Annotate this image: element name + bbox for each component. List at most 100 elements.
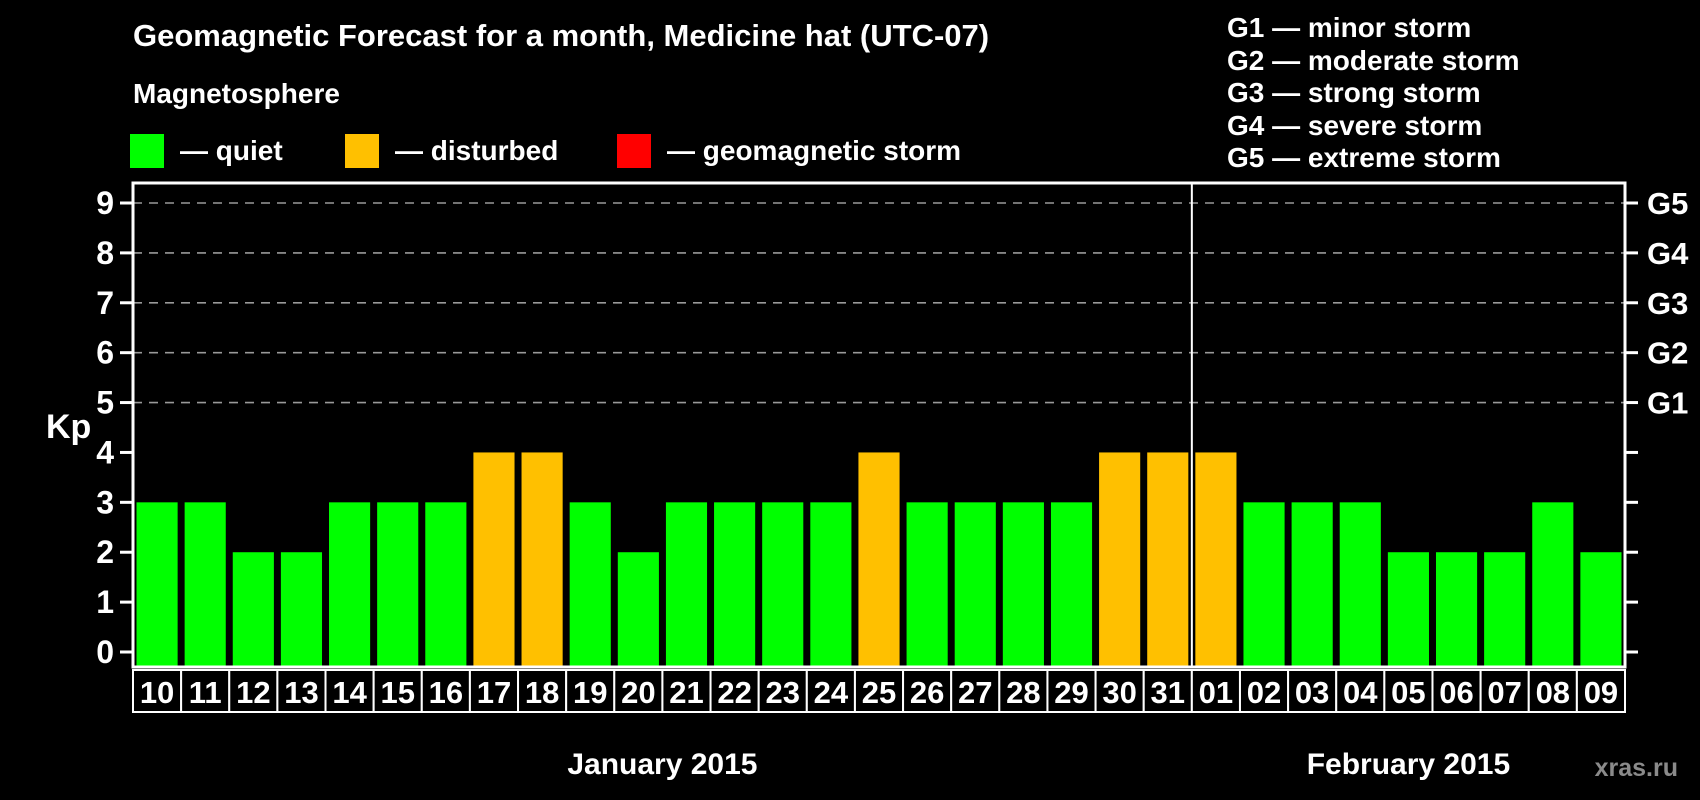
y-axis-tick-label-6: 6 — [96, 335, 114, 371]
day-cell — [1383, 669, 1434, 713]
kp-bar-day-12 — [232, 552, 274, 666]
kp-bar-day-23 — [762, 502, 804, 666]
kp-bar-day-27 — [954, 502, 996, 666]
day-cell — [757, 669, 808, 713]
storm-scale-line-g1: G1 — minor storm — [1227, 12, 1472, 43]
day-label-24: 24 — [814, 675, 849, 710]
y-axis-tick-label-9: 9 — [96, 185, 114, 221]
kp-bar-day-03 — [1291, 502, 1333, 666]
day-label-21: 21 — [669, 675, 703, 710]
day-label-25: 25 — [862, 675, 896, 710]
y-axis-tick-label-3: 3 — [96, 484, 114, 520]
day-label-26: 26 — [910, 675, 944, 710]
y-axis-tick-label-0: 0 — [96, 634, 114, 670]
right-axis-label-g1: G1 — [1647, 386, 1688, 421]
storm-swatch-icon — [617, 134, 651, 168]
day-label-04: 04 — [1343, 675, 1378, 710]
kp-bar-day-05 — [1387, 552, 1429, 666]
legend-item-storm: — geomagnetic storm — [617, 134, 961, 168]
day-label-15: 15 — [380, 675, 414, 710]
day-label-19: 19 — [573, 675, 607, 710]
kp-bar-day-06 — [1435, 552, 1478, 666]
kp-bar-day-04 — [1339, 502, 1381, 666]
day-label-06: 06 — [1439, 675, 1473, 710]
right-axis-label-g5: G5 — [1647, 186, 1688, 221]
day-cell — [228, 669, 279, 713]
storm-scale-legend: G1 — minor storm G2 — moderate storm G3 — … — [1227, 12, 1520, 175]
y-axis-tick-label-5: 5 — [96, 385, 114, 421]
day-cell — [1238, 669, 1290, 713]
kp-bar-day-18 — [521, 452, 563, 666]
day-label-23: 23 — [765, 675, 799, 710]
magnetosphere-legend-title: Magnetosphere — [133, 78, 340, 109]
quiet-swatch-icon — [130, 134, 164, 168]
day-label-08: 08 — [1536, 675, 1570, 710]
disturbed-swatch-icon — [345, 134, 379, 168]
watermark: xras.ru — [1594, 754, 1678, 782]
day-label-22: 22 — [717, 675, 751, 710]
legend-item-quiet: — quiet — [130, 134, 283, 168]
day-cell — [132, 669, 183, 713]
y-axis-tick-label-4: 4 — [96, 434, 114, 470]
storm-scale-line-g4: G4 — severe storm — [1227, 109, 1483, 141]
right-axis-label-g2: G2 — [1647, 336, 1688, 371]
legend-label-quiet: — quiet — [180, 135, 283, 166]
kp-bar-day-25 — [858, 452, 900, 666]
day-cell — [1190, 669, 1241, 713]
day-label-20: 20 — [621, 675, 655, 710]
kp-bar-day-13 — [280, 552, 323, 666]
month-label-january: January 2015 — [567, 748, 757, 781]
day-cell — [661, 669, 712, 713]
kp-bar-day-29 — [1050, 502, 1093, 666]
day-label-11: 11 — [189, 675, 222, 710]
day-cell — [420, 669, 471, 713]
day-cell — [902, 669, 953, 713]
kp-bar-day-31 — [1147, 452, 1189, 666]
legend-label-storm: — geomagnetic storm — [667, 135, 962, 166]
day-cell — [1575, 669, 1627, 713]
kp-bar-day-26 — [906, 502, 948, 666]
day-label-09: 09 — [1584, 675, 1618, 710]
kp-bar-day-02 — [1243, 502, 1285, 666]
legend-label-disturbed: — disturbed — [395, 135, 559, 166]
day-cell — [998, 669, 1049, 713]
day-label-01: 01 — [1199, 675, 1233, 710]
day-cell — [613, 669, 664, 713]
day-cell — [805, 669, 856, 713]
kp-bar-day-22 — [714, 502, 756, 666]
day-cell — [950, 669, 1001, 713]
day-label-13: 13 — [284, 675, 318, 710]
kp-bar-day-20 — [617, 552, 659, 666]
kp-bar-day-10 — [136, 502, 178, 666]
plot-border — [131, 181, 1627, 669]
day-label-12: 12 — [236, 675, 270, 710]
y-axis-tick-label-2: 2 — [96, 534, 114, 570]
day-label-18: 18 — [525, 675, 559, 710]
kp-bar-day-11 — [184, 502, 226, 666]
kp-bar-day-15 — [377, 502, 419, 666]
day-label-07: 07 — [1487, 675, 1521, 710]
day-cell — [276, 669, 327, 713]
legend-item-disturbed: — disturbed — [345, 134, 558, 168]
day-label-31: 31 — [1151, 675, 1185, 710]
day-cell — [468, 669, 520, 713]
day-label-10: 10 — [140, 675, 174, 710]
day-label-17: 17 — [477, 675, 511, 710]
kp-bar-day-19 — [569, 502, 611, 666]
day-label-02: 02 — [1247, 675, 1281, 710]
kp-bar-day-17 — [473, 452, 515, 666]
kp-bar-day-16 — [425, 502, 467, 666]
y-axis-tick-label-7: 7 — [96, 285, 114, 321]
y-axis-title: Kp — [46, 408, 91, 446]
y-axis-tick-label-1: 1 — [96, 584, 114, 620]
storm-scale-line-g2: G2 — moderate storm — [1227, 44, 1520, 76]
day-cell — [1527, 669, 1578, 713]
day-cell — [180, 669, 231, 713]
day-label-29: 29 — [1054, 675, 1088, 710]
day-label-05: 05 — [1391, 675, 1425, 710]
month-label-february: February 2015 — [1307, 748, 1510, 781]
day-label-30: 30 — [1102, 675, 1136, 710]
kp-bar-day-28 — [1002, 502, 1044, 666]
